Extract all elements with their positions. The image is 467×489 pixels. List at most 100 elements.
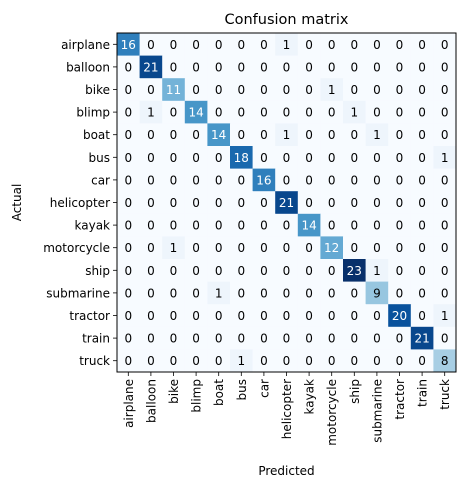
cell-value: 0 xyxy=(350,354,358,368)
heatmap-cell xyxy=(410,191,434,215)
cell-value: 0 xyxy=(215,332,223,346)
cell-value: 0 xyxy=(237,219,245,233)
heatmap-cell xyxy=(343,259,366,282)
heatmap-cell xyxy=(433,259,457,282)
heatmap-cell xyxy=(275,213,299,237)
heatmap-cell xyxy=(275,55,299,79)
heatmap-cell xyxy=(230,304,253,328)
cell-value: 0 xyxy=(305,241,313,255)
heatmap-cell xyxy=(388,123,412,147)
heatmap-cell xyxy=(275,281,299,305)
cell-value: 0 xyxy=(350,173,358,187)
cell-value: 0 xyxy=(328,332,336,346)
heatmap-cell xyxy=(162,33,186,56)
cell-value: 0 xyxy=(215,219,223,233)
heatmap-cell xyxy=(433,55,457,79)
heatmap-cell xyxy=(365,259,389,282)
heatmap-cell xyxy=(297,191,321,215)
heatmap-cell xyxy=(207,100,231,124)
cell-value: 0 xyxy=(170,196,178,210)
cell-value: 0 xyxy=(396,286,404,300)
cell-value: 0 xyxy=(260,241,268,255)
cell-value: 0 xyxy=(328,38,336,52)
heatmap-cell xyxy=(343,123,366,147)
heatmap-cell xyxy=(184,236,208,260)
heatmap-cell xyxy=(139,123,163,147)
heatmap-cell xyxy=(139,146,163,169)
cell-value: 0 xyxy=(170,128,178,142)
cell-value: 0 xyxy=(373,309,381,323)
heatmap-cell xyxy=(410,349,434,373)
cell-value: 0 xyxy=(147,354,155,368)
heatmap-cell xyxy=(410,55,434,79)
heatmap-cell xyxy=(297,304,321,328)
heatmap-cell xyxy=(275,326,299,350)
cell-value: 0 xyxy=(260,219,268,233)
heatmap-cell xyxy=(388,33,412,56)
heatmap-cell xyxy=(433,168,457,192)
cell-value: 0 xyxy=(237,128,245,142)
heatmap-cell xyxy=(343,191,366,215)
cell-value: 0 xyxy=(170,173,178,187)
heatmap-cell xyxy=(388,281,412,305)
cell-value: 0 xyxy=(260,196,268,210)
heatmap-cell xyxy=(343,304,366,328)
heatmap-cell xyxy=(252,55,276,79)
cell-value: 0 xyxy=(124,332,132,346)
heatmap-cell xyxy=(343,236,366,260)
heatmap-cell xyxy=(297,33,321,56)
heatmap-cell xyxy=(410,304,434,328)
cell-value: 0 xyxy=(124,173,132,187)
heatmap-cell xyxy=(275,304,299,328)
cell-value: 0 xyxy=(328,60,336,74)
x-tick-label: boat xyxy=(212,379,226,406)
cell-value: 9 xyxy=(373,286,381,300)
cell-value: 0 xyxy=(350,128,358,142)
heatmap-cell xyxy=(139,281,163,305)
heatmap-cell xyxy=(252,281,276,305)
heatmap-cell xyxy=(117,33,140,56)
x-tick-label: ship xyxy=(348,379,362,404)
heatmap-cell xyxy=(184,304,208,328)
cell-value: 0 xyxy=(305,151,313,165)
cell-value: 0 xyxy=(192,286,200,300)
y-tick-label: ship xyxy=(85,264,110,278)
heatmap-cell xyxy=(139,213,163,237)
y-tick-label: blimp xyxy=(76,106,110,120)
y-tick-label: balloon xyxy=(66,60,110,74)
heatmap-cell xyxy=(433,78,457,102)
cell-value: 0 xyxy=(147,83,155,97)
heatmap-cell xyxy=(252,123,276,147)
heatmap-cell xyxy=(365,281,389,305)
cell-value: 0 xyxy=(170,354,178,368)
cell-value: 0 xyxy=(305,332,313,346)
heatmap-cell xyxy=(139,191,163,215)
y-tick-label: train xyxy=(82,332,110,346)
heatmap-cell xyxy=(162,123,186,147)
cell-value: 0 xyxy=(441,38,449,52)
heatmap-cell xyxy=(365,33,389,56)
cell-value: 0 xyxy=(283,83,291,97)
heatmap-cell xyxy=(320,78,344,102)
heatmap-cell xyxy=(275,78,299,102)
cell-value: 14 xyxy=(188,106,203,120)
cell-value: 0 xyxy=(328,264,336,278)
cell-value: 0 xyxy=(192,60,200,74)
cell-value: 0 xyxy=(373,219,381,233)
heatmap-cell xyxy=(388,236,412,260)
cell-value: 16 xyxy=(256,173,271,187)
heatmap-cell xyxy=(184,100,208,124)
heatmap-cell xyxy=(433,281,457,305)
heatmap-cell xyxy=(207,281,231,305)
heatmap-cell xyxy=(139,304,163,328)
heatmap-cell xyxy=(388,168,412,192)
heatmap-cell xyxy=(343,33,366,56)
cell-value: 0 xyxy=(170,286,178,300)
cell-value: 0 xyxy=(260,309,268,323)
cell-value: 0 xyxy=(441,173,449,187)
heatmap-cell xyxy=(162,78,186,102)
cell-value: 0 xyxy=(260,332,268,346)
cell-value: 0 xyxy=(305,309,313,323)
cell-value: 0 xyxy=(373,83,381,97)
x-tick-label: submarine xyxy=(370,379,384,443)
